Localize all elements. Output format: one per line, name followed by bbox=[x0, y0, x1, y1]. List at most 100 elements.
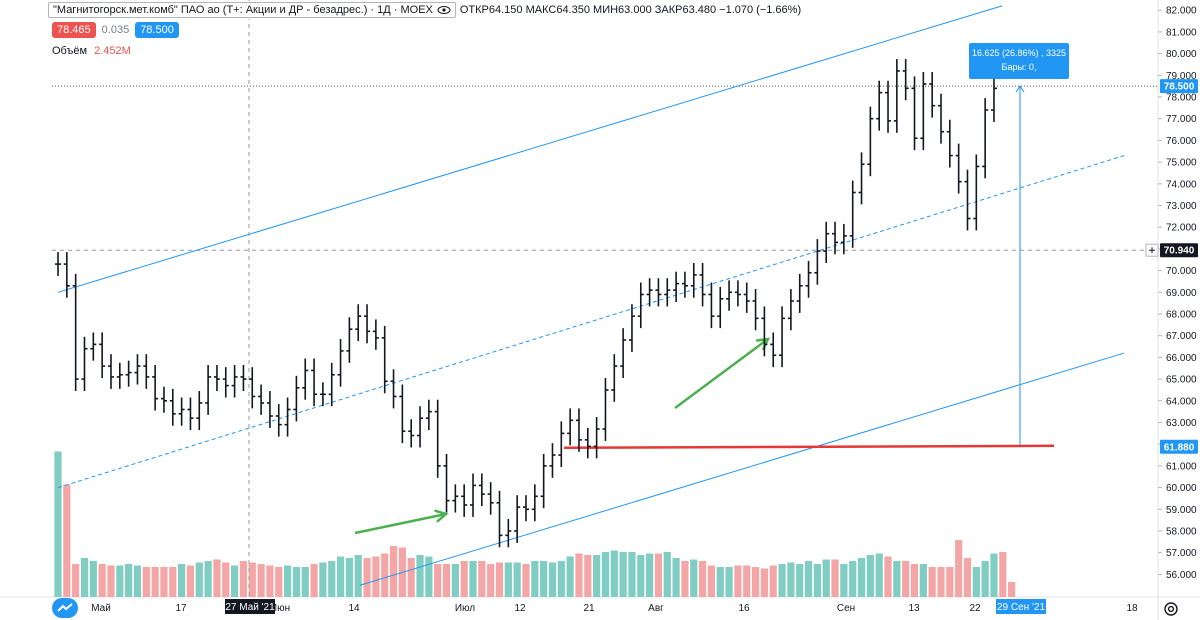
symbol-title[interactable]: "Магнитогорск.мет.комб" ПАО ао (Т+: Акци… bbox=[48, 2, 456, 18]
volume-bar bbox=[336, 556, 345, 597]
volume-bar bbox=[116, 565, 124, 597]
eye-icon[interactable] bbox=[437, 5, 451, 15]
volume-bar bbox=[319, 562, 327, 597]
volume-bar bbox=[239, 561, 248, 597]
y-tick-label: 61.000 bbox=[1166, 461, 1197, 472]
last-price-label-bg bbox=[1160, 79, 1198, 94]
y-tick-label: 80.000 bbox=[1166, 49, 1197, 60]
volume-bar bbox=[372, 556, 380, 597]
volume-bar bbox=[522, 564, 530, 597]
volume-bar bbox=[716, 567, 724, 597]
volume-bar bbox=[698, 561, 707, 597]
volume-bar bbox=[804, 561, 813, 597]
x-tick-label: 21 bbox=[583, 603, 595, 614]
bid-badge[interactable]: 78.465 bbox=[52, 22, 96, 38]
volume-bar bbox=[540, 561, 548, 597]
volume-bar bbox=[743, 565, 751, 597]
volume-bar bbox=[601, 552, 610, 597]
x-tick-label: Июл bbox=[455, 603, 475, 614]
volume-bar bbox=[910, 564, 919, 597]
volume-bar bbox=[451, 564, 459, 597]
y-tick-label: 81.000 bbox=[1166, 27, 1197, 38]
spread-value: 0.035 bbox=[101, 24, 130, 36]
gear-icon[interactable] bbox=[1162, 600, 1180, 618]
green-arrow-2 bbox=[674, 337, 769, 410]
volume-bar bbox=[760, 568, 768, 597]
ask-badge[interactable]: 78.500 bbox=[135, 22, 179, 38]
y-tick-label: 64.000 bbox=[1166, 396, 1197, 407]
volume-bar bbox=[425, 556, 433, 597]
volume-bar bbox=[619, 552, 627, 597]
volume-bar bbox=[769, 565, 777, 597]
volume-bar bbox=[813, 564, 821, 597]
volume-bar bbox=[1008, 582, 1016, 597]
volume-bar bbox=[857, 558, 866, 597]
volume-bar bbox=[972, 567, 980, 597]
cursor-date-bg bbox=[225, 599, 275, 614]
volume-bar bbox=[248, 562, 256, 597]
volume-bar bbox=[875, 553, 883, 597]
volume-bar bbox=[513, 562, 521, 597]
end-date-bg bbox=[996, 599, 1046, 614]
volume-bar bbox=[495, 562, 504, 597]
volume-bar bbox=[98, 564, 106, 597]
ohlc-values: ОТКР64.150 МАКС64.350 МИН63.000 ЗАКР63.4… bbox=[459, 4, 802, 16]
y-tick-label: 66.000 bbox=[1166, 353, 1197, 364]
volume-bar bbox=[548, 562, 557, 597]
bid-ask-badges: 78.465 0.035 78.500 bbox=[52, 22, 179, 38]
volume-bar bbox=[310, 564, 318, 597]
volume-bar bbox=[381, 553, 389, 597]
tradingview-logo-icon[interactable] bbox=[52, 598, 78, 618]
volume-bar bbox=[840, 564, 848, 597]
y-tick-label: 72.000 bbox=[1166, 223, 1197, 234]
volume-bar bbox=[407, 558, 415, 597]
symbol-text: "Магнитогорск.мет.комб" ПАО ао (Т+: Акци… bbox=[53, 4, 433, 16]
volume-bar bbox=[328, 561, 336, 597]
end-date-label: 29 Сен '21 bbox=[997, 602, 1045, 613]
measure-line1: 16.625 (26.86%) , 3325 bbox=[971, 48, 1067, 58]
y-tick-label: 67.000 bbox=[1166, 331, 1197, 342]
x-tick-label: Июн bbox=[270, 603, 290, 614]
x-tick-label: 16 bbox=[738, 603, 750, 614]
volume-bar bbox=[990, 553, 998, 597]
volume-bar bbox=[734, 565, 742, 597]
volume-bar bbox=[902, 561, 910, 597]
volume-bar bbox=[478, 561, 486, 597]
x-tick-label: 12 bbox=[514, 603, 526, 614]
plus-icon bbox=[1149, 247, 1155, 254]
volume-bar bbox=[557, 561, 565, 597]
volume-bar bbox=[893, 561, 901, 597]
volume-bar bbox=[690, 559, 698, 597]
y-tick-label: 63.000 bbox=[1166, 418, 1197, 429]
volume-bar bbox=[707, 565, 716, 597]
y-tick-label: 79.000 bbox=[1166, 71, 1197, 82]
volume-bar bbox=[257, 564, 265, 597]
x-tick-label: Май bbox=[91, 603, 111, 614]
cursor-date-label: 27 Май '21 bbox=[225, 602, 275, 613]
y-tick-label: 69.000 bbox=[1166, 288, 1197, 299]
volume-bar bbox=[283, 565, 292, 597]
x-tick-label: 13 bbox=[908, 603, 920, 614]
x-tick-label: 14 bbox=[348, 603, 360, 614]
y-tick-label: 75.000 bbox=[1166, 158, 1197, 169]
volume-bar bbox=[213, 559, 221, 597]
volume-bar bbox=[672, 558, 680, 597]
volume-bar bbox=[354, 555, 362, 597]
volume-bar bbox=[63, 484, 71, 597]
y-tick-label: 58.000 bbox=[1166, 527, 1197, 538]
volume-bar bbox=[575, 553, 583, 597]
volume-bar bbox=[125, 564, 133, 597]
volume-bar bbox=[610, 550, 618, 597]
x-tick-label: 18 bbox=[1126, 603, 1138, 614]
y-tick-label: 82.000 bbox=[1166, 6, 1197, 17]
volume-bar bbox=[151, 567, 159, 597]
volume-bar bbox=[866, 555, 874, 597]
y-tick-label: 56.000 bbox=[1166, 570, 1197, 581]
volume-bar bbox=[469, 561, 477, 597]
volume-bar bbox=[628, 552, 636, 597]
volume-bar bbox=[663, 552, 671, 597]
volume-bar bbox=[822, 559, 830, 597]
volume-bar bbox=[504, 562, 512, 597]
y-tick-label: 57.000 bbox=[1166, 548, 1197, 559]
